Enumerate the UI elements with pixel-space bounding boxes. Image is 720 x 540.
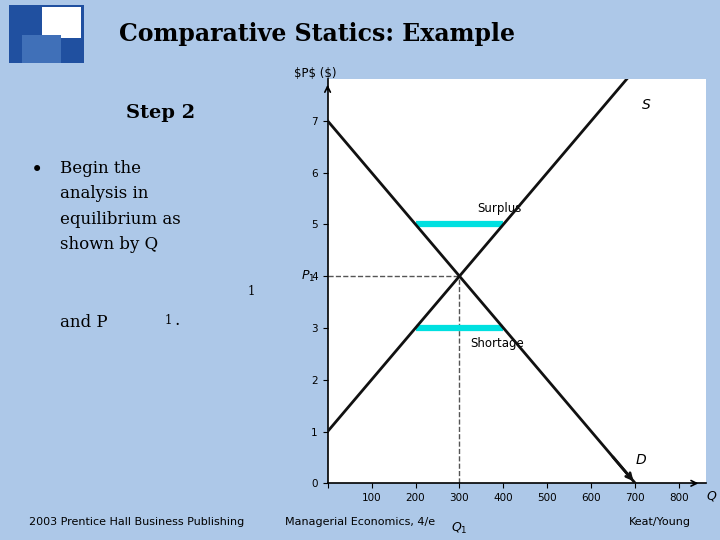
Bar — [22, 35, 61, 63]
Text: •: • — [31, 160, 43, 180]
Text: Surplus: Surplus — [477, 202, 521, 215]
Text: 2003 Prentice Hall Business Publishing: 2003 Prentice Hall Business Publishing — [29, 517, 244, 528]
Bar — [42, 6, 81, 38]
Text: Comparative Statics: Example: Comparative Statics: Example — [119, 22, 515, 46]
Text: $P$ ($): $P$ ($) — [294, 68, 336, 80]
Text: Shortage: Shortage — [470, 338, 524, 350]
Text: $Q$: $Q$ — [706, 489, 718, 503]
Text: Keat/Young: Keat/Young — [629, 517, 691, 528]
Text: Managerial Economics, 4/e: Managerial Economics, 4/e — [285, 517, 435, 528]
Text: $P_1$: $P_1$ — [301, 268, 315, 284]
Text: 1: 1 — [248, 285, 255, 298]
Text: Step 2: Step 2 — [126, 104, 195, 122]
Text: and P: and P — [60, 314, 108, 332]
Text: $Q_1$: $Q_1$ — [451, 521, 468, 536]
Text: .: . — [175, 312, 180, 329]
Bar — [9, 5, 84, 63]
Text: S: S — [642, 98, 651, 112]
Text: 1: 1 — [165, 314, 172, 327]
Text: D: D — [635, 453, 646, 467]
Text: Begin the
analysis in
equilibrium as
shown by Q: Begin the analysis in equilibrium as sho… — [60, 160, 181, 253]
